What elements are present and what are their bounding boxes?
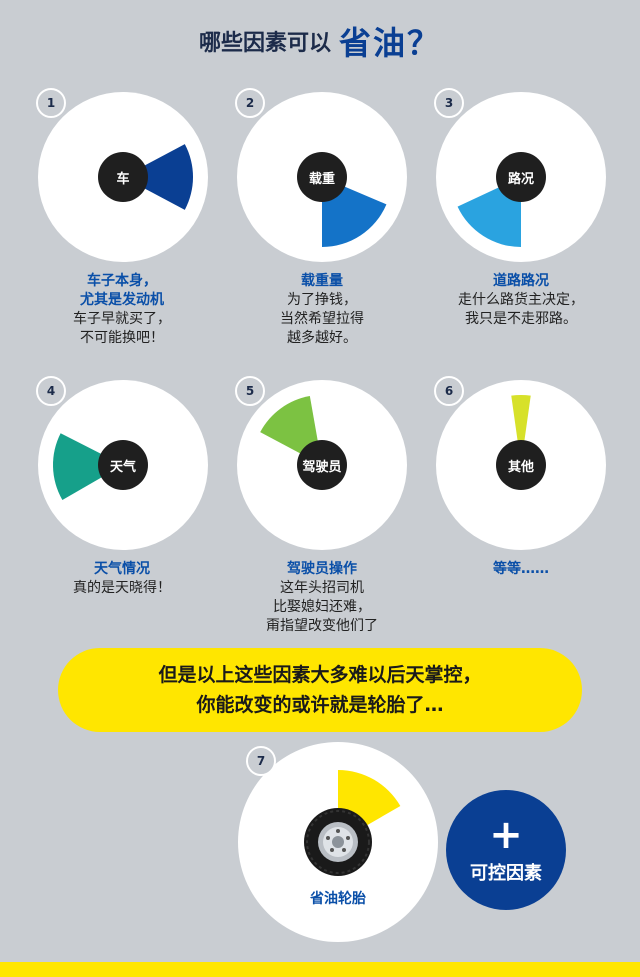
factor-number-badge: 6	[434, 376, 464, 406]
tire-icon	[304, 808, 372, 876]
factor-driver-title: 驾驶员操作	[287, 561, 357, 577]
factor-car-caption: 车子本身， 尤其是发动机 车子早就买了， 不可能换吧！	[22, 272, 222, 348]
factor-car-line: 尤其是发动机	[80, 292, 164, 308]
footer-bar	[0, 962, 640, 977]
factor-road-caption: 道路路况 走什么路货主决定， 我只是不走邪路。	[421, 272, 621, 329]
factor-other-wedge	[511, 394, 531, 465]
factor-number-badge: 7	[246, 746, 276, 776]
factor-car-line: 不可能换吧！	[80, 330, 164, 346]
factor-center-label: 路况	[496, 152, 546, 202]
controllable-factor-badge: + 可控因素	[446, 790, 566, 910]
factor-driver-line: 比娶媳妇还难，	[273, 599, 371, 615]
title-prefix: 哪些因素可以	[198, 31, 331, 56]
factor-tire-pie	[238, 742, 438, 942]
factor-car-title: 车子本身，	[87, 273, 157, 289]
factor-load-line: 越多越好。	[287, 330, 357, 346]
factor-load-line: 为了挣钱，	[287, 292, 357, 308]
factor-road: 3 路况	[434, 88, 606, 262]
factor-weather-wedge	[53, 433, 123, 500]
factor-load-caption: 载重量 为了挣钱， 当然希望拉得 越多越好。	[222, 272, 422, 348]
factor-road-title: 道路路况	[493, 273, 549, 289]
factor-driver: 5 驾驶员	[235, 376, 407, 550]
factor-number-badge: 2	[235, 88, 265, 118]
factor-driver-line: 甭指望改变他们了	[266, 618, 378, 634]
factor-number-badge: 4	[36, 376, 66, 406]
factor-weather-line: 真的是天晓得！	[73, 580, 171, 596]
factor-car-line: 车子早就买了，	[73, 311, 171, 327]
title-highlight: 省油？	[339, 24, 442, 62]
factor-center-label: 驾驶员	[297, 440, 347, 490]
factor-load-line: 当然希望拉得	[280, 311, 364, 327]
factor-road-line: 走什么路货主决定，	[458, 292, 584, 308]
summary-banner-line: 但是以上这些因素大多难以后天掌控，	[158, 664, 482, 686]
factor-load-title: 载重量	[301, 273, 343, 289]
factor-center-label: 其他	[496, 440, 546, 490]
factor-driver-caption: 驾驶员操作 这年头招司机 比娶媳妇还难， 甭指望改变他们了	[222, 560, 422, 636]
plus-icon: +	[489, 812, 523, 858]
controllable-factor-label: 可控因素	[470, 863, 542, 884]
factor-number-badge: 3	[434, 88, 464, 118]
factor-center-label: 车	[98, 152, 148, 202]
factor-road-line: 我只是不走邪路。	[465, 311, 577, 327]
factor-weather-title: 天气情况	[94, 561, 150, 577]
factor-weather: 4 天气	[36, 376, 208, 550]
factor-driver-line: 这年头招司机	[280, 580, 364, 596]
summary-banner: 但是以上这些因素大多难以后天掌控， 你能改变的或许就是轮胎了…	[58, 648, 582, 732]
page-title: 哪些因素可以 省油？	[0, 18, 640, 64]
factor-tire-caption: 省油轮胎	[310, 891, 366, 907]
factor-number-badge: 1	[36, 88, 66, 118]
factor-center-label: 载重	[297, 152, 347, 202]
factor-tire: 7	[238, 742, 438, 942]
factor-number-badge: 5	[235, 376, 265, 406]
factor-weather-caption: 天气情况 真的是天晓得！	[22, 560, 222, 598]
factor-other-title: 等等……	[493, 561, 549, 577]
factor-car-wedge	[123, 144, 194, 210]
factor-other: 6 其他	[434, 376, 606, 550]
factor-other-caption: 等等……	[421, 560, 621, 579]
summary-banner-line: 你能改变的或许就是轮胎了…	[196, 694, 444, 716]
factor-center-label: 天气	[98, 440, 148, 490]
factor-load: 2 载重	[235, 88, 407, 262]
factor-car: 1 车	[36, 88, 208, 262]
